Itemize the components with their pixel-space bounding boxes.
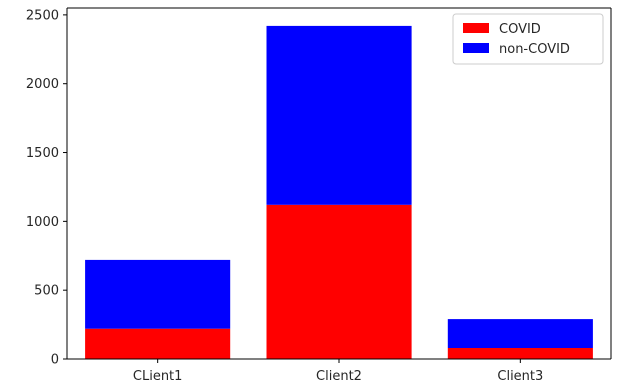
legend-label-covid: COVID xyxy=(499,22,541,37)
y-tick-label: 0 xyxy=(51,353,59,368)
legend-label-non-covid: non-COVID xyxy=(499,42,570,57)
y-axis-ticks: 0 500 1000 1500 2000 2500 xyxy=(26,8,67,368)
legend-box xyxy=(452,13,604,65)
bar-non-covid-2 xyxy=(266,25,412,205)
bar-non-covid-1 xyxy=(85,259,231,329)
x-tick-label: Client2 xyxy=(316,369,362,384)
bar-covid-2 xyxy=(266,204,412,359)
bar-non-covid-3 xyxy=(447,319,593,348)
y-tick-label: 1500 xyxy=(26,146,59,161)
bar-covid-1 xyxy=(85,328,231,359)
x-tick-label: CLient1 xyxy=(133,369,183,384)
y-tick-label: 1000 xyxy=(26,215,59,230)
legend-swatch-covid xyxy=(463,23,489,33)
y-tick-label: 2500 xyxy=(26,8,59,23)
y-tick-label: 500 xyxy=(34,284,59,299)
x-tick-label: Client3 xyxy=(497,369,543,384)
y-tick-label: 2000 xyxy=(26,77,59,92)
legend: COVID non-COVID xyxy=(452,13,604,65)
bar-covid-3 xyxy=(447,348,593,359)
legend-swatch-non-covid xyxy=(463,43,489,53)
bars-layer xyxy=(85,25,593,359)
x-axis-ticks: CLient1 Client2 Client3 xyxy=(133,359,543,384)
